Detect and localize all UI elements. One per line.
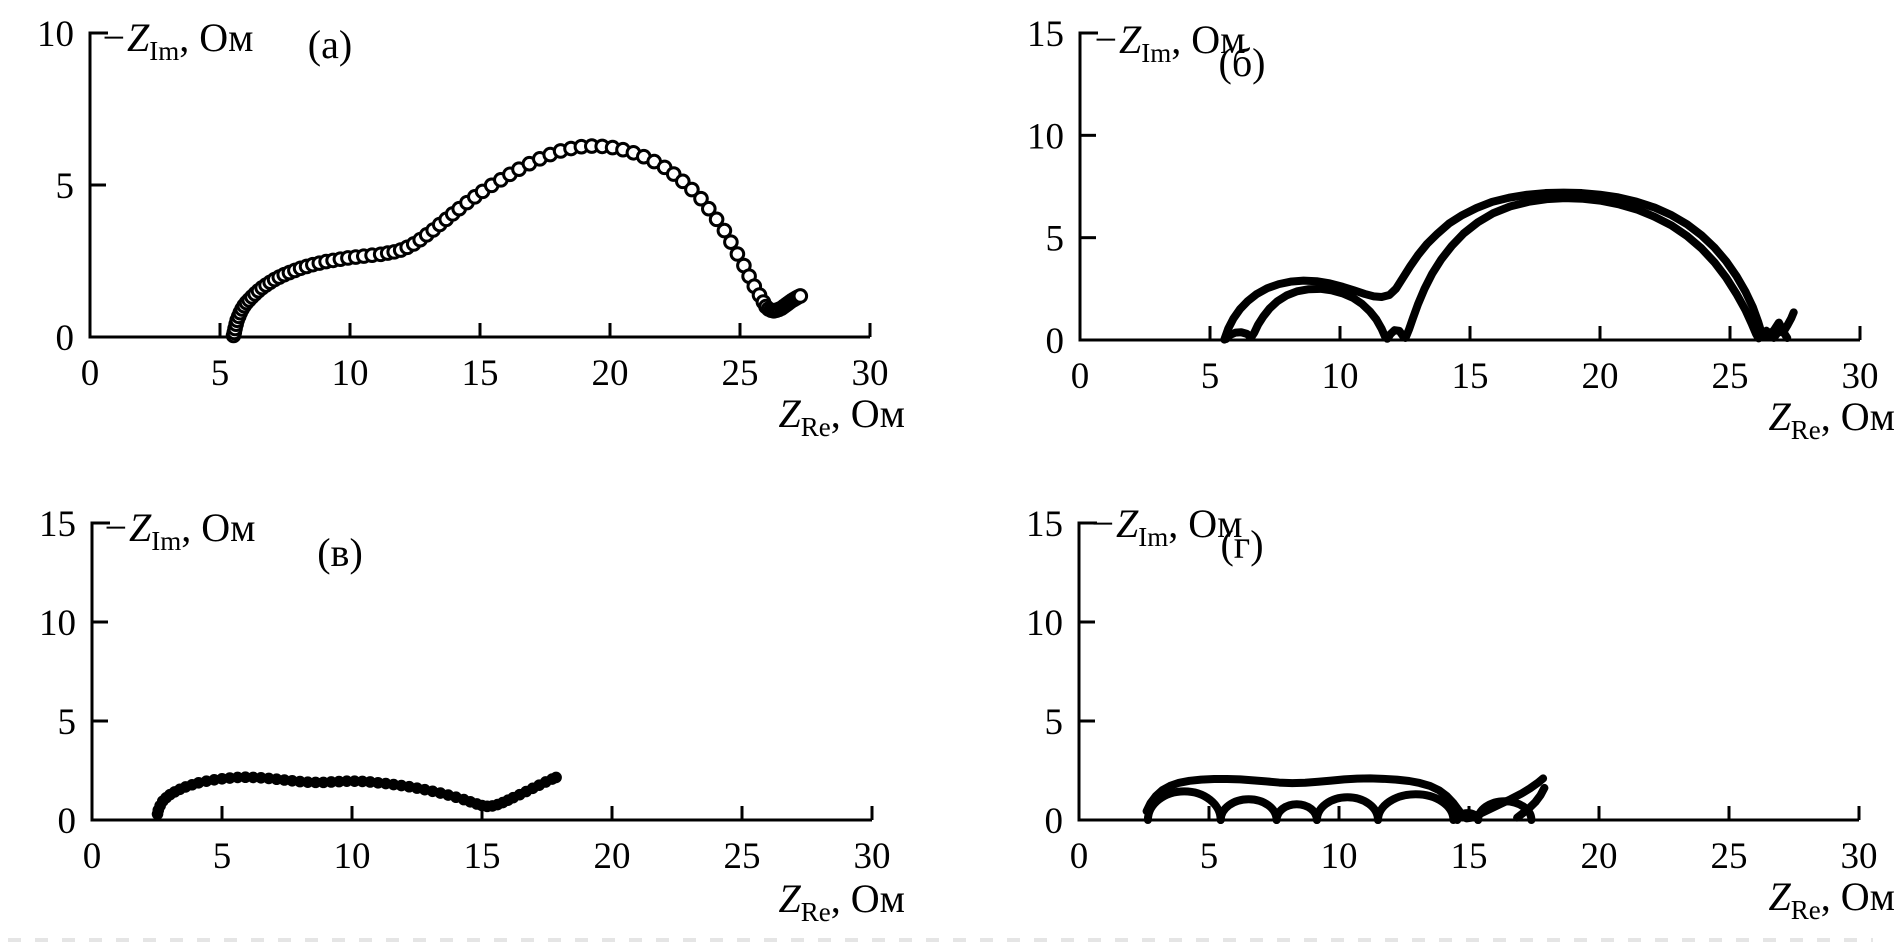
axes-a: 0 5 10 15 20 25 30 0 5 10	[37, 14, 889, 394]
y-tick-label: 0	[1046, 321, 1065, 362]
panel-label-v: (в)	[317, 530, 363, 575]
x-tick-label: 10	[1321, 836, 1358, 877]
cropped-caption-sliver	[8, 938, 1873, 942]
data-point	[675, 173, 691, 190]
x-tick-label: 5	[211, 353, 230, 394]
x-tick-label: 25	[722, 353, 759, 394]
panel-label-a: (а)	[308, 22, 352, 67]
data-point	[684, 181, 700, 198]
y-tick-label: 10	[37, 14, 74, 55]
x-tick-label: 5	[1201, 356, 1220, 397]
panel-b: −ZIm, Ом ZRe, Ом (б) 0 5 10 15 20 25 30 0 5 10 15	[1027, 14, 1895, 445]
x-axis-title-g: ZRe, Ом	[1769, 874, 1895, 925]
x-tick-label: 0	[83, 836, 102, 877]
panel-g: −ZIm, Ом ZRe, Ом (г) 0 5 10 15 20 25 30 0 5 10 15	[1026, 501, 1895, 925]
curve-outer-curve	[1220, 188, 1798, 344]
data-point	[729, 246, 746, 262]
y-tick-label: 5	[1045, 702, 1064, 743]
semicircle-arc	[1374, 790, 1458, 824]
x-tick-label: 25	[1712, 356, 1749, 397]
x-tick-label: 20	[594, 836, 631, 877]
curve-outer-envelope	[1142, 774, 1548, 823]
data-v	[151, 771, 562, 820]
axis-frame	[90, 521, 874, 822]
data-point	[550, 771, 562, 784]
x-tick-label: 10	[1322, 356, 1359, 397]
x-axis-title-a: ZRe, Ом	[779, 391, 905, 442]
panel-a: −ZIm, Ом ZRe, Ом (а) 0 5 10 15 20 25 30 0 5 10	[37, 14, 905, 442]
y-tick-label: 15	[1027, 14, 1064, 55]
panel-label-b: (б)	[1219, 40, 1266, 85]
x-tick-label: 5	[213, 836, 232, 877]
semicircle-arc	[1312, 793, 1382, 824]
y-tick-label: 0	[58, 801, 77, 842]
y-axis-title-v: −ZIm, Ом	[102, 505, 255, 556]
x-tick-label: 30	[1842, 356, 1879, 397]
data-point	[716, 222, 733, 239]
axes-b: 0 5 10 15 20 25 30 0 5 10 15	[1027, 14, 1879, 397]
y-tick-label: 5	[58, 702, 77, 743]
y-tick-label: 5	[1046, 219, 1065, 260]
y-tick-label: 10	[1026, 603, 1063, 644]
data-point	[708, 211, 725, 228]
data-g	[1142, 774, 1549, 824]
x-tick-label: 25	[1711, 836, 1748, 877]
axes-g: 0 5 10 15 20 25 30 0 5 10 15	[1026, 504, 1878, 877]
x-tick-label: 0	[1071, 356, 1090, 397]
data-a	[225, 138, 809, 344]
y-axis-title-b: −ZIm, Ом	[1092, 17, 1245, 68]
curve-inner-curve	[1222, 194, 1792, 343]
x-tick-label: 15	[1451, 836, 1488, 877]
y-tick-label: 10	[1027, 116, 1064, 157]
x-tick-label: 30	[852, 353, 889, 394]
x-axis-title-b: ZRe, Ом	[1769, 394, 1895, 445]
curve-right-tail	[1513, 783, 1549, 822]
y-tick-label: 5	[56, 166, 75, 207]
data-point	[723, 234, 739, 250]
y-tick-label: 15	[39, 504, 76, 545]
data-point	[693, 190, 709, 207]
y-tick-label: 0	[1045, 801, 1064, 842]
x-tick-label: 15	[464, 836, 501, 877]
x-tick-label: 20	[1581, 836, 1618, 877]
semicircle-arc	[1272, 800, 1321, 824]
x-axis-title-v: ZRe, Ом	[779, 876, 905, 927]
x-tick-label: 20	[1582, 356, 1619, 397]
x-tick-label: 5	[1200, 836, 1219, 877]
x-tick-label: 10	[332, 353, 369, 394]
y-axis-title-a: −ZIm, Ом	[100, 15, 253, 66]
panel-label-g: (г)	[1220, 522, 1263, 567]
axes-v: 0 5 10 15 20 25 30 0 5 10 15	[39, 504, 891, 877]
axis-frame	[1077, 521, 1861, 822]
x-tick-label: 15	[462, 353, 499, 394]
x-tick-label: 30	[1841, 836, 1878, 877]
x-tick-label: 20	[592, 353, 629, 394]
data-point	[701, 200, 717, 217]
x-tick-label: 0	[1070, 836, 1089, 877]
x-tick-label: 15	[1452, 356, 1489, 397]
x-tick-label: 0	[81, 353, 100, 394]
x-tick-label: 25	[724, 836, 761, 877]
x-tick-label: 30	[854, 836, 891, 877]
x-tick-label: 10	[334, 836, 371, 877]
data-b	[1220, 188, 1798, 344]
panel-v: −ZIm, Ом ZRe, Ом (в) 0 5 10 15 20 25 30 0 5 10 15	[39, 504, 905, 927]
y-tick-label: 15	[1026, 504, 1063, 545]
y-axis-title-g: −ZIm, Ом	[1089, 501, 1242, 552]
semicircle-arc	[1216, 795, 1281, 824]
y-tick-label: 10	[39, 603, 76, 644]
data-point	[792, 288, 809, 304]
y-tick-label: 0	[56, 318, 75, 359]
